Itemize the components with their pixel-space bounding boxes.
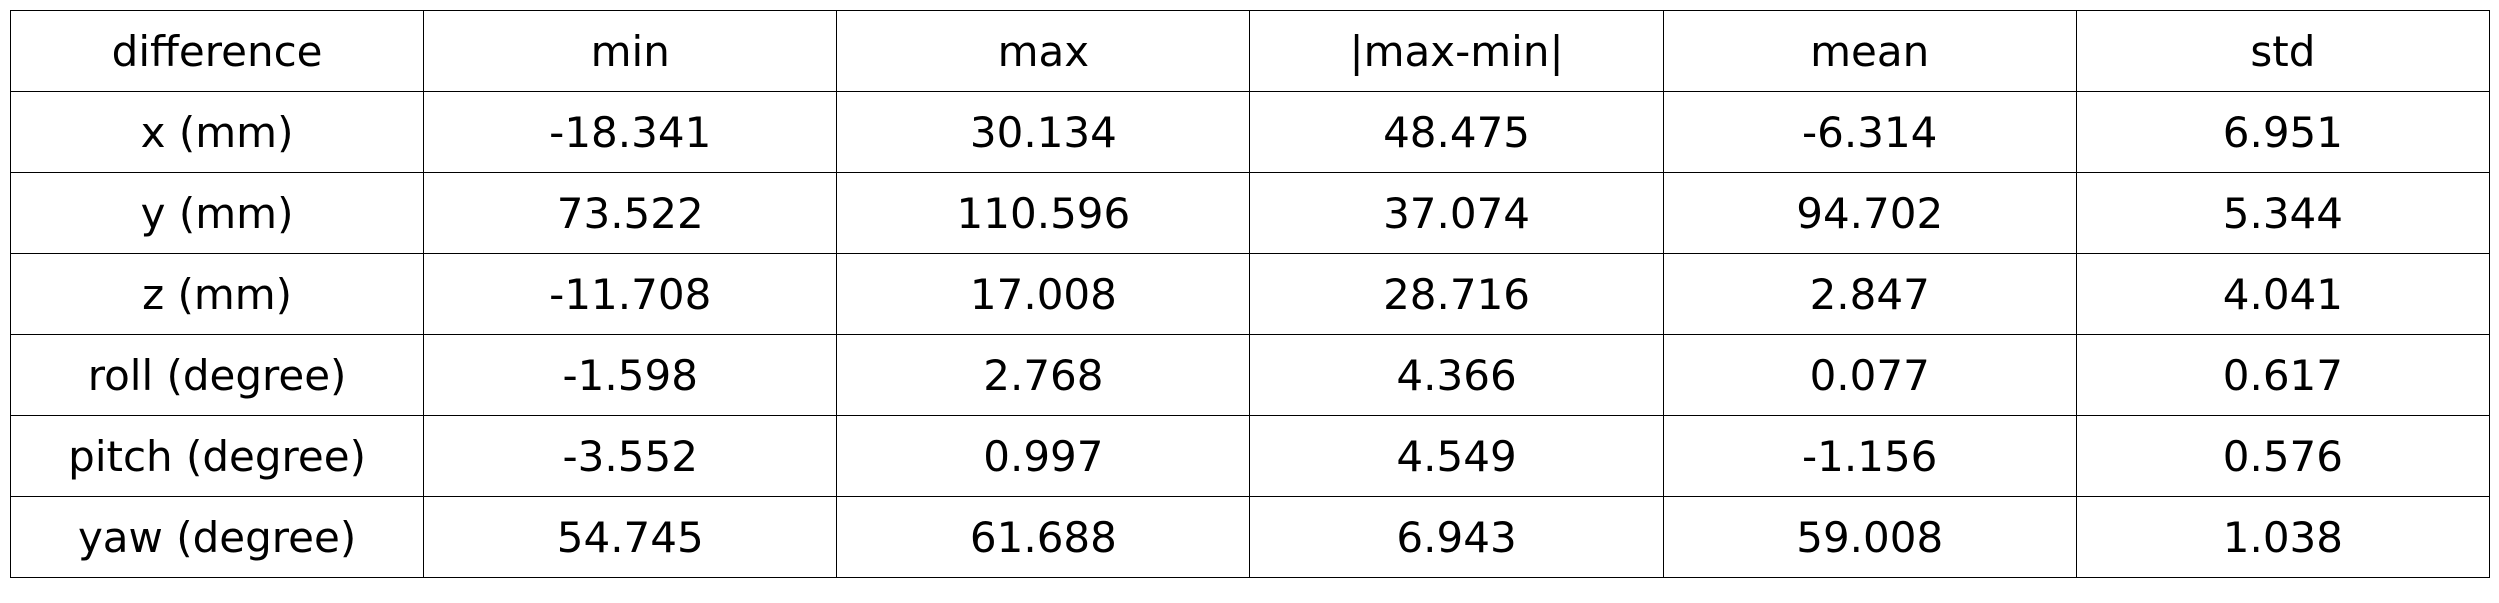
table-cell: 1.038 bbox=[2075, 496, 2491, 578]
row-label-cell: y (mm) bbox=[9, 172, 425, 254]
table-cell: 110.596 bbox=[836, 172, 1251, 254]
table-cell: 54.745 bbox=[423, 496, 838, 578]
table-cell: 0.576 bbox=[2075, 415, 2491, 497]
table-cell: 4.366 bbox=[1249, 334, 1664, 416]
column-header: mean bbox=[1662, 10, 2077, 92]
table-cell: 6.943 bbox=[1249, 496, 1664, 578]
statistics-table: difference min max |max-min| mean std x (mm) -… bbox=[9, 10, 2491, 578]
table-row: z (mm) -11.708 17.008 28.716 2.847 4.041 bbox=[9, 253, 2491, 335]
column-header: |max-min| bbox=[1249, 10, 1664, 92]
row-label-cell: roll (degree) bbox=[9, 334, 425, 416]
table-cell: 37.074 bbox=[1249, 172, 1664, 254]
table-cell: -18.341 bbox=[423, 91, 838, 173]
row-label-cell: x (mm) bbox=[9, 91, 425, 173]
column-header: difference bbox=[9, 10, 425, 92]
table-header-row: difference min max |max-min| mean std bbox=[9, 10, 2491, 92]
row-label-cell: z (mm) bbox=[9, 253, 425, 335]
table-cell: 61.688 bbox=[836, 496, 1251, 578]
table-cell: 5.344 bbox=[2075, 172, 2491, 254]
table-cell: 48.475 bbox=[1249, 91, 1664, 173]
row-label-cell: yaw (degree) bbox=[9, 496, 425, 578]
table-cell: 4.549 bbox=[1249, 415, 1664, 497]
table-cell: 28.716 bbox=[1249, 253, 1664, 335]
table-cell: 0.077 bbox=[1662, 334, 2077, 416]
table-cell: 17.008 bbox=[836, 253, 1251, 335]
table-cell: -11.708 bbox=[423, 253, 838, 335]
table-cell: 0.617 bbox=[2075, 334, 2491, 416]
table-cell: 4.041 bbox=[2075, 253, 2491, 335]
table-row: pitch (degree) -3.552 0.997 4.549 -1.156 0.57… bbox=[9, 415, 2491, 497]
table-cell: 2.768 bbox=[836, 334, 1251, 416]
table-body: x (mm) -18.341 30.134 48.475 -6.314 6.951 y (m… bbox=[9, 91, 2491, 578]
column-header: min bbox=[423, 10, 838, 92]
table-cell: 2.847 bbox=[1662, 253, 2077, 335]
column-header: std bbox=[2075, 10, 2491, 92]
table-cell: 59.008 bbox=[1662, 496, 2077, 578]
table-cell: -6.314 bbox=[1662, 91, 2077, 173]
table-cell: 6.951 bbox=[2075, 91, 2491, 173]
table-row: x (mm) -18.341 30.134 48.475 -6.314 6.951 bbox=[9, 91, 2491, 173]
row-label-cell: pitch (degree) bbox=[9, 415, 425, 497]
table-cell: 0.997 bbox=[836, 415, 1251, 497]
table-cell: 73.522 bbox=[423, 172, 838, 254]
table-cell: -3.552 bbox=[423, 415, 838, 497]
table-row: roll (degree) -1.598 2.768 4.366 0.077 0.617 bbox=[9, 334, 2491, 416]
table-cell: 30.134 bbox=[836, 91, 1251, 173]
table-row: y (mm) 73.522 110.596 37.074 94.702 5.344 bbox=[9, 172, 2491, 254]
table-row: yaw (degree) 54.745 61.688 6.943 59.008 1.038 bbox=[9, 496, 2491, 578]
table-cell: -1.598 bbox=[423, 334, 838, 416]
table-cell: -1.156 bbox=[1662, 415, 2077, 497]
table-cell: 94.702 bbox=[1662, 172, 2077, 254]
column-header: max bbox=[836, 10, 1251, 92]
